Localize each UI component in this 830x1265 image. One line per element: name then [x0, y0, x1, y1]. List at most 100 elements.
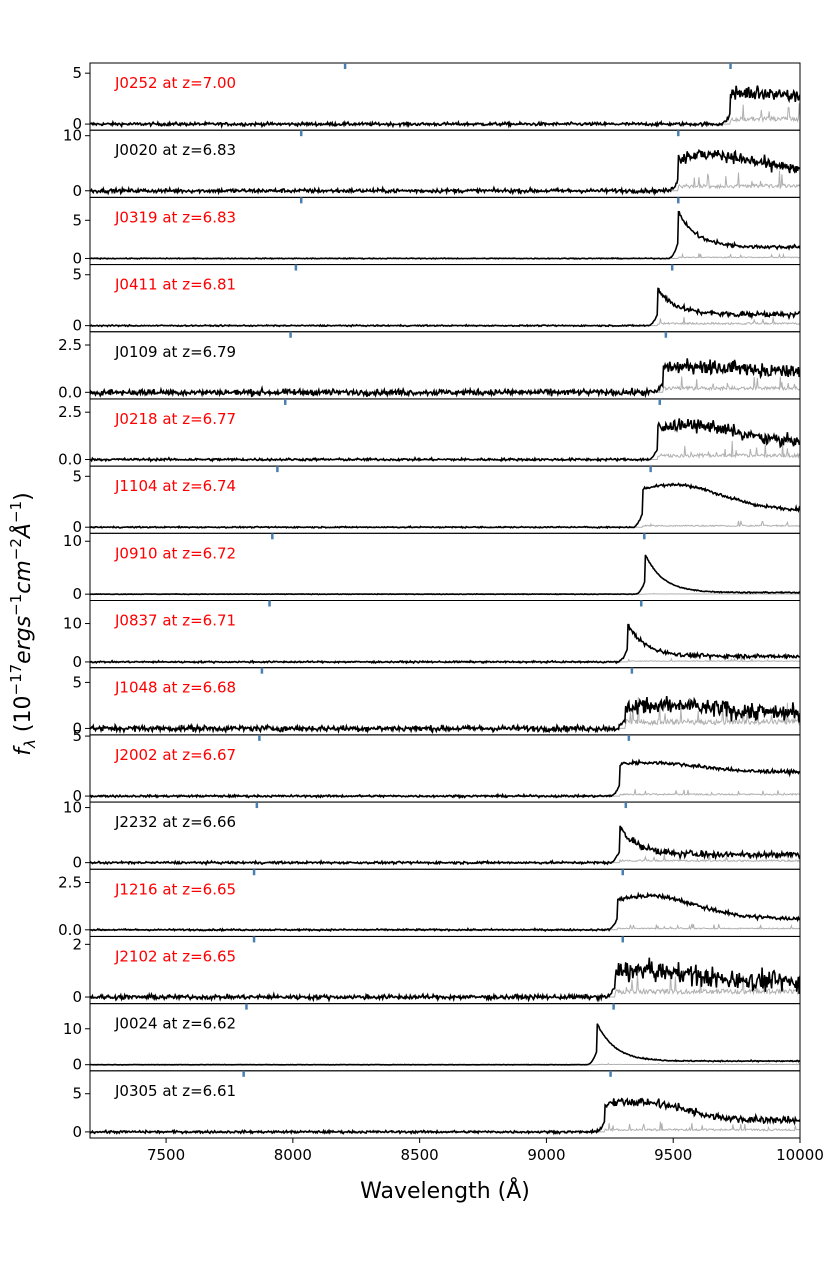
y-tick-label: 2.5 [58, 336, 82, 354]
panel-label: J2002 at z=6.67 [114, 746, 236, 764]
panel-7: 0 10 J0910 at z=6.72 [63, 532, 801, 603]
panel-label: J0305 at z=6.61 [114, 1082, 236, 1100]
y-label-exp2: −1 [7, 594, 25, 616]
y-label-exp4: −1 [7, 501, 25, 523]
x-tick-label: 10000 [776, 1146, 824, 1164]
flux-spectrum-line [90, 696, 800, 735]
y-tick-label: 0 [72, 518, 82, 536]
error-spectrum-line [90, 170, 800, 192]
flux-spectrum-line [90, 891, 800, 933]
panel-12: 0.0 2.5 J1216 at z=6.65 [58, 868, 801, 939]
x-tick-label: 9500 [654, 1146, 692, 1164]
y-tick-label: 5 [72, 211, 82, 229]
panel-6: 0 5 J1104 at z=6.74 [72, 465, 801, 536]
flux-spectrum-line [90, 957, 800, 1003]
y-tick-label: 0 [72, 1123, 82, 1141]
y-label-lambda: λ [21, 739, 39, 749]
panel-0: 0 5 J0252 at z=7.00 [72, 62, 801, 133]
panel-4: 0.0 2.5 J0109 at z=6.79 [58, 331, 801, 401]
y-label-angstrom: Å [9, 523, 36, 540]
flux-spectrum-line [90, 623, 800, 665]
panel-label: J0319 at z=6.83 [114, 208, 236, 226]
panel-2: 0 5 J0319 at z=6.83 [72, 196, 801, 267]
y-tick-label: 10 [63, 615, 82, 633]
panel-label: J0837 at z=6.71 [114, 612, 236, 630]
flux-spectrum-line [90, 210, 800, 261]
y-label-exp3: −2 [7, 538, 25, 560]
panel-label: J1216 at z=6.65 [114, 880, 236, 898]
panel-label: J1048 at z=6.68 [114, 679, 236, 697]
y-tick-label: 0 [72, 317, 82, 335]
error-spectrum-line [90, 103, 800, 125]
panel-5: 0.0 2.5 J0218 at z=6.77 [58, 398, 801, 469]
y-tick-label: 10 [63, 1020, 82, 1038]
flux-spectrum-line [90, 482, 800, 530]
y-tick-label: 0 [72, 249, 82, 267]
x-axis-label: Wavelength (Å) [360, 1177, 530, 1204]
flux-spectrum-line [90, 554, 800, 596]
y-axis-label: fλ (10−17ergs−1cm−2Å−1) [7, 492, 39, 755]
y-tick-label: 0 [72, 719, 82, 737]
y-label-ergs: ergs [11, 616, 36, 664]
error-spectrum-line [90, 974, 800, 998]
y-label-exp1: −17 [7, 664, 25, 696]
y-tick-label: 0 [72, 115, 82, 133]
x-tick-label: 8500 [401, 1146, 439, 1164]
y-tick-label: 5 [72, 673, 82, 691]
y-label-cm: cm [11, 560, 36, 594]
panel-label: J0024 at z=6.62 [114, 1015, 236, 1033]
panel-label: J0218 at z=6.77 [114, 410, 236, 428]
panel-label: J0252 at z=7.00 [114, 74, 236, 92]
panel-9: 0 5 J1048 at z=6.68 [72, 667, 801, 737]
panel-13: 0 2 J2102 at z=6.65 [72, 935, 801, 1006]
error-spectrum-line [90, 376, 800, 393]
y-tick-label: 5 [72, 266, 82, 284]
panel-1: 0 10 J0020 at z=6.83 [63, 127, 801, 200]
y-tick-label: 5 [72, 64, 82, 82]
y-tick-label: 2.5 [58, 873, 82, 891]
flux-spectrum-line [90, 148, 800, 197]
x-tick-label: 7500 [147, 1146, 185, 1164]
y-tick-label: 0 [72, 653, 82, 671]
y-tick-label: 0 [72, 854, 82, 872]
flux-spectrum-line [90, 1023, 800, 1066]
flux-spectrum-line [90, 358, 800, 399]
y-tick-label: 0 [72, 585, 82, 603]
panel-15: 0 5 J0305 at z=6.61 [72, 1070, 801, 1141]
flux-spectrum-line [90, 1097, 800, 1136]
panel-label: J0411 at z=6.81 [114, 276, 236, 294]
y-tick-label: 2 [72, 935, 82, 953]
panel-3: 0 5 J0411 at z=6.81 [72, 264, 801, 335]
y-tick-label: 10 [63, 532, 82, 550]
panel-8: 0 10 J0837 at z=6.71 [63, 600, 801, 671]
y-tick-label: 5 [72, 467, 82, 485]
y-tick-label: 5 [72, 727, 82, 745]
error-spectrum-line [90, 440, 800, 460]
y-tick-label: 0 [72, 988, 82, 1006]
y-tick-label: 10 [63, 799, 82, 817]
flux-spectrum-line [90, 758, 800, 800]
flux-spectrum-line [90, 825, 800, 867]
panel-label: J0109 at z=6.79 [114, 343, 236, 361]
y-tick-label: 2.5 [58, 403, 82, 421]
panel-10: 0 5 J2002 at z=6.67 [72, 727, 801, 805]
y-tick-label: 0 [72, 1056, 82, 1074]
panel-label: J0020 at z=6.83 [114, 141, 236, 159]
panel-frame [89, 1070, 801, 1139]
y-tick-label: 0 [72, 182, 82, 200]
y-label-f: f [11, 745, 36, 756]
panel-label: J0910 at z=6.72 [114, 544, 236, 562]
flux-spectrum-line [90, 287, 800, 328]
x-axis: 7500 8000 8500 9000 9500 10000 [147, 1138, 824, 1164]
y-tick-label: 10 [63, 127, 82, 145]
panel-14: 0 10 J0024 at z=6.62 [63, 1003, 801, 1074]
flux-spectrum-line [90, 85, 800, 130]
flux-spectrum-line [90, 418, 800, 463]
panel-label: J2232 at z=6.66 [114, 813, 236, 831]
panel-label: J1104 at z=6.74 [114, 477, 236, 495]
error-spectrum-line [90, 316, 800, 327]
panel-label: J2102 at z=6.65 [114, 947, 236, 965]
y-tick-label: 0.0 [58, 383, 82, 401]
